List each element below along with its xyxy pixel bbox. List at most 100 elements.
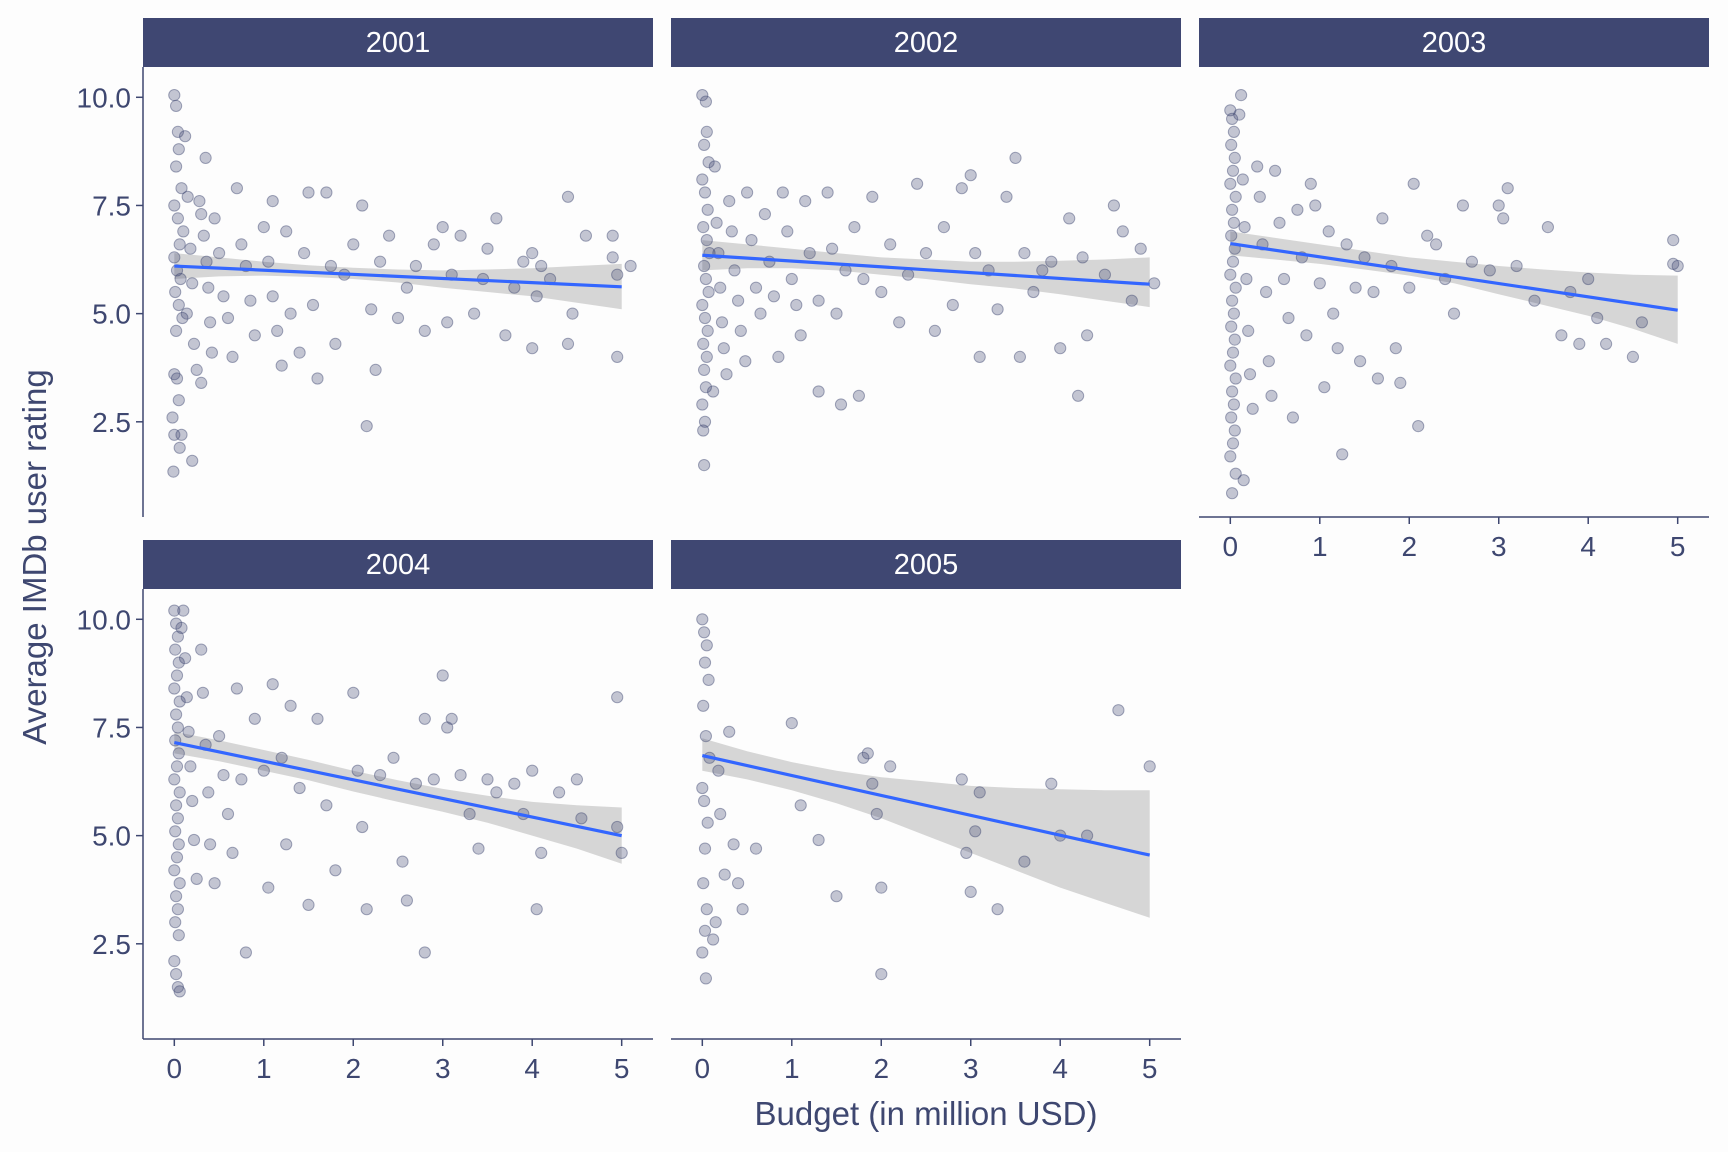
- data-point: [701, 816, 714, 829]
- data-point: [698, 842, 712, 855]
- data-point: [699, 272, 713, 286]
- data-point: [1635, 316, 1649, 329]
- data-point: [427, 773, 440, 786]
- data-point: [902, 268, 915, 281]
- trend-line: [701, 754, 1151, 857]
- data-point: [723, 195, 736, 208]
- x-tick-label: 4: [1580, 531, 1596, 562]
- data-point: [700, 903, 713, 916]
- data-point: [1226, 112, 1239, 126]
- data-point: [311, 712, 324, 725]
- data-point: [1228, 424, 1241, 437]
- data-point: [418, 712, 431, 725]
- data-point: [468, 307, 481, 320]
- data-point: [199, 151, 212, 164]
- data-point: [739, 355, 752, 368]
- data-point: [606, 229, 619, 242]
- data-point: [170, 669, 184, 682]
- data-point: [180, 691, 193, 704]
- data-point: [170, 617, 183, 630]
- data-point: [794, 329, 807, 342]
- data-point: [1240, 272, 1253, 286]
- data-point: [193, 195, 206, 208]
- data-point: [1282, 311, 1295, 325]
- x-tick-label: 0: [1223, 531, 1239, 562]
- data-point: [697, 877, 710, 890]
- data-point: [257, 221, 270, 234]
- data-point: [875, 881, 888, 894]
- data-point: [1063, 212, 1076, 225]
- data-point: [481, 242, 494, 255]
- data-point: [169, 285, 182, 299]
- data-point: [170, 851, 184, 864]
- data-point: [170, 799, 183, 812]
- data-point: [1013, 350, 1027, 363]
- data-point: [1226, 437, 1240, 450]
- data-point: [991, 303, 1004, 316]
- data-point: [852, 389, 866, 402]
- data-point: [715, 316, 729, 329]
- strip-background: [143, 18, 653, 67]
- x-axis-title: Budget (in million USD): [755, 1095, 1098, 1132]
- data-point: [1671, 259, 1684, 273]
- data-point: [535, 259, 548, 273]
- data-point: [168, 89, 181, 102]
- data-point: [1045, 777, 1058, 790]
- data-point: [698, 138, 711, 151]
- data-point: [839, 264, 852, 277]
- data-point: [1286, 411, 1300, 424]
- data-point: [964, 169, 977, 182]
- data-point: [171, 212, 184, 225]
- data-point: [173, 238, 186, 251]
- x-tick-label: 4: [524, 1053, 540, 1084]
- data-point: [1227, 216, 1241, 229]
- data-point: [184, 242, 197, 255]
- data-point: [365, 303, 378, 316]
- data-point: [1000, 190, 1013, 203]
- data-point: [257, 764, 270, 777]
- data-point: [1265, 389, 1278, 402]
- data-point: [712, 764, 725, 777]
- data-point: [221, 311, 235, 325]
- data-point: [861, 747, 874, 760]
- data-point: [168, 604, 181, 617]
- data-point: [1354, 355, 1367, 368]
- data-point: [171, 812, 184, 825]
- data-point: [1465, 255, 1479, 268]
- x-tick-label: 1: [784, 1053, 800, 1084]
- data-point: [179, 130, 192, 143]
- data-point: [848, 221, 861, 234]
- data-point: [1331, 342, 1344, 355]
- data-point: [517, 255, 530, 268]
- data-point: [1573, 337, 1586, 350]
- data-point: [441, 721, 454, 734]
- data-point: [1304, 177, 1317, 190]
- panel-2005: 2005 0 1 2 3 4 5: [671, 540, 1181, 1084]
- data-point: [1226, 203, 1239, 216]
- data-point: [481, 773, 494, 786]
- data-point: [176, 311, 189, 325]
- data-point: [186, 277, 199, 290]
- y-tick-label: 5.0: [92, 821, 131, 852]
- data-point: [400, 281, 413, 294]
- data-point: [969, 247, 982, 260]
- data-point: [696, 89, 709, 102]
- data-point: [409, 259, 422, 273]
- data-point: [857, 272, 870, 286]
- data-point: [1036, 264, 1049, 277]
- data-point: [1116, 225, 1129, 238]
- data-point: [526, 342, 539, 355]
- data-point: [179, 652, 192, 665]
- data-point: [172, 929, 185, 942]
- data-point: [1246, 402, 1259, 415]
- trend-line: [1230, 241, 1678, 312]
- data-point: [200, 255, 213, 268]
- data-point: [702, 673, 715, 687]
- data-point: [1251, 160, 1264, 173]
- data-point: [1269, 164, 1282, 177]
- data-point: [226, 846, 239, 860]
- data-point: [1228, 151, 1241, 164]
- data-point: [436, 221, 449, 234]
- data-point: [168, 251, 181, 264]
- data-point: [298, 247, 311, 260]
